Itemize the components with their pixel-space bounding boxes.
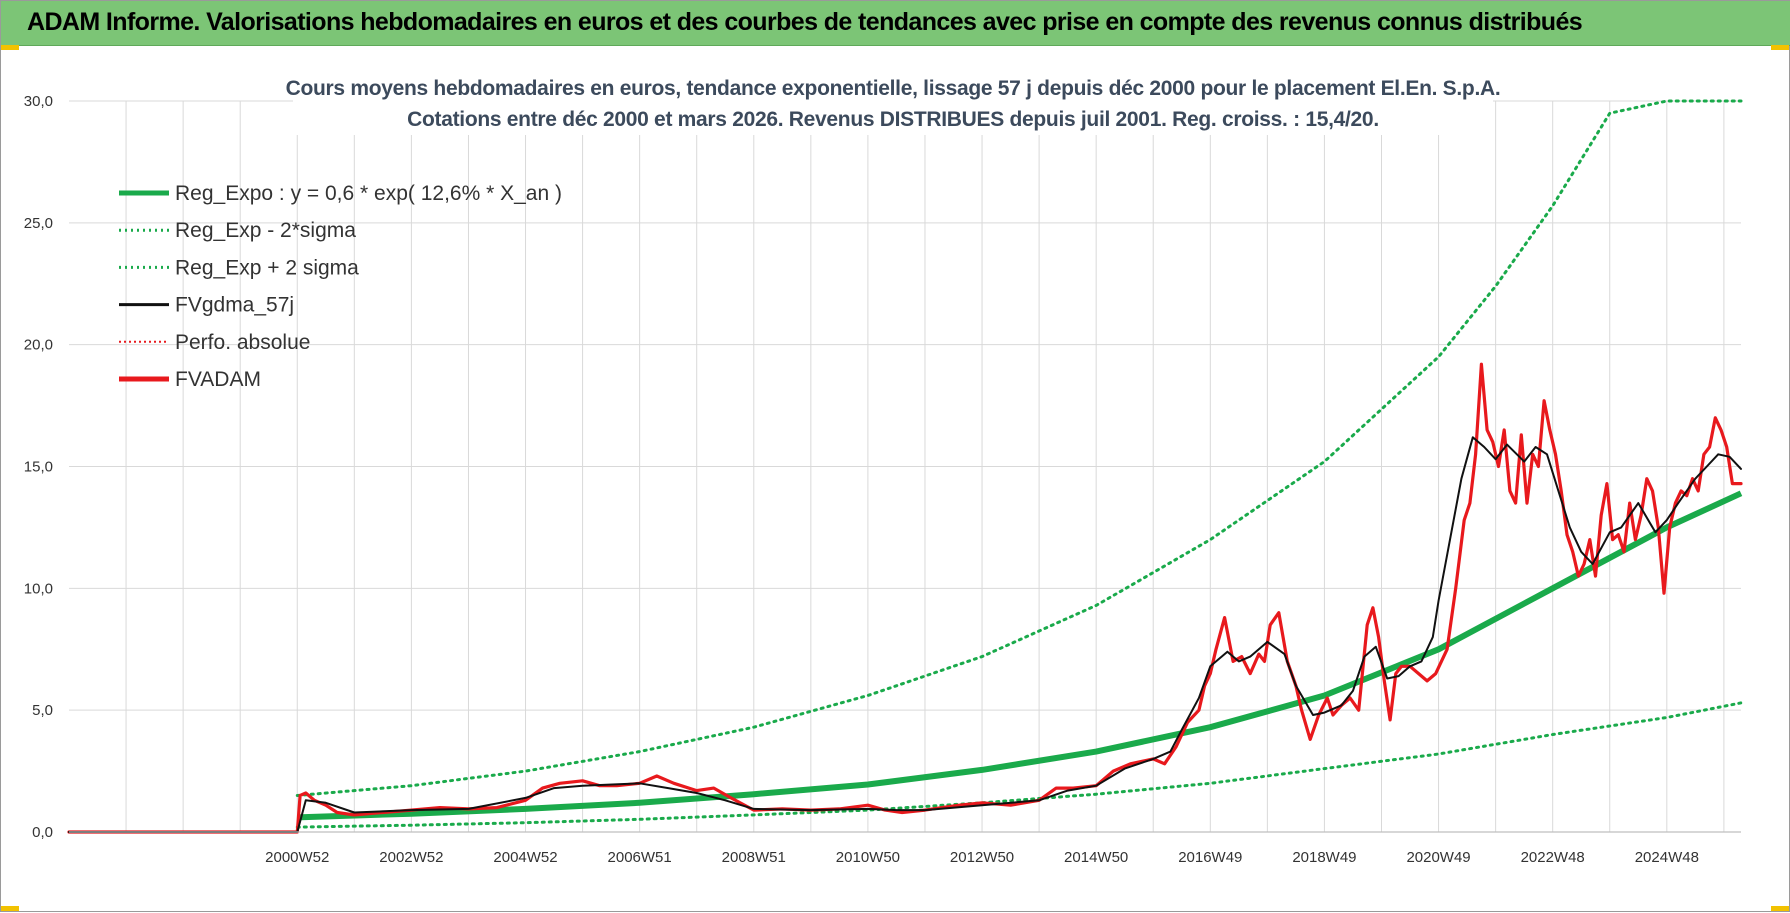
report-banner: ADAM Informe. Valorisations hebdomadaire…	[1, 1, 1790, 46]
chart-title: Cours moyens hebdomadaires en euros, ten…	[286, 71, 1501, 135]
legend-label: Reg_Expo : y = 0,6 * exp( 12,6% * X_an )	[175, 182, 562, 205]
y-tick-label: 25,0	[24, 215, 53, 232]
corner-marker	[1771, 906, 1789, 911]
chart-legend: Reg_Expo : y = 0,6 * exp( 12,6% * X_an )…	[119, 182, 562, 391]
series-line-smooth	[68, 436, 1742, 833]
grid-layer	[69, 100, 1741, 833]
series-line-trend	[297, 490, 1743, 821]
x-tick-label: 2002W52	[379, 849, 443, 866]
legend-label: FVgdma_57j	[175, 294, 294, 317]
x-tick-label: 2016W49	[1178, 849, 1242, 866]
axis-layer: 0,0 5,0 10,0 15,0 20,0 25,0 30,0 2000W52 2002W52…	[24, 93, 1741, 866]
chart-title-line-2: Cotations entre déc 2000 et mars 2026. R…	[407, 108, 1379, 131]
x-tick-label: 2022W48	[1521, 849, 1585, 866]
y-tick-label: 15,0	[24, 459, 53, 476]
banner-title: ADAM Informe. Valorisations hebdomadaire…	[27, 8, 1583, 36]
corner-marker	[1771, 45, 1789, 50]
x-tick-label: 2024W48	[1635, 849, 1699, 866]
y-tick-label: 5,0	[32, 702, 53, 719]
title-background	[293, 71, 1493, 135]
series-line-price	[67, 362, 1743, 834]
x-tick-label: 2006W51	[608, 849, 672, 866]
legend-label: Perfo. absolue	[175, 331, 310, 354]
y-tick-label: 20,0	[24, 337, 53, 354]
series-layer	[67, 99, 1743, 834]
chart-title-line-1: Cours moyens hebdomadaires en euros, ten…	[286, 77, 1501, 100]
legend-label: FVADAM	[175, 368, 261, 391]
y-tick-label: 10,0	[24, 580, 53, 597]
legend-label: Reg_Exp + 2 sigma	[175, 256, 359, 279]
x-tick-label: 2020W49	[1406, 849, 1470, 866]
x-tick-label: 2012W50	[950, 849, 1014, 866]
x-tick-label: 2000W52	[265, 849, 329, 866]
series-line-band_high	[295, 99, 1743, 797]
x-tick-label: 2004W52	[493, 849, 557, 866]
x-tick-label: 2018W49	[1292, 849, 1356, 866]
y-tick-label: 30,0	[24, 93, 53, 110]
x-tick-label: 2010W50	[836, 849, 900, 866]
x-tick-label: 2014W50	[1064, 849, 1128, 866]
corner-marker	[1, 906, 19, 911]
y-tick-label: 0,0	[32, 824, 53, 841]
x-tick-label: 2008W51	[722, 849, 786, 866]
corner-marker	[1, 45, 19, 50]
legend-label: Reg_Exp - 2*sigma	[175, 219, 356, 242]
